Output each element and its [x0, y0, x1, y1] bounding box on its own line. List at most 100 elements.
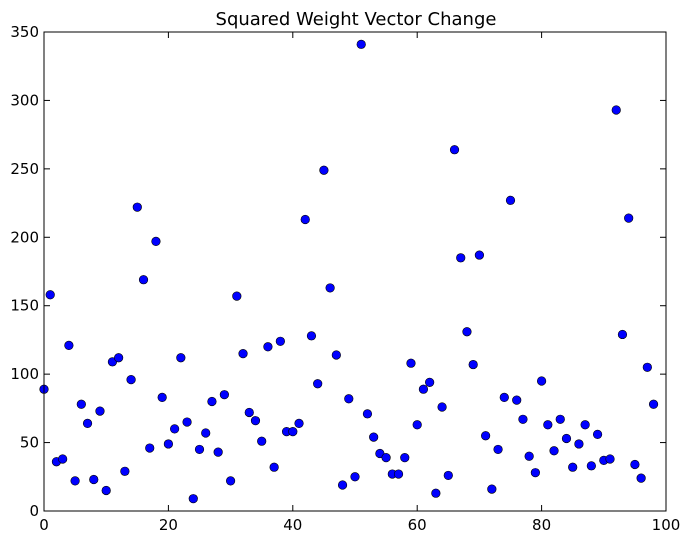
- data-point: [493, 444, 503, 455]
- data-point: [151, 236, 161, 246]
- data-point: [95, 406, 105, 416]
- data-point: [207, 396, 217, 407]
- y-tick-label: 50: [20, 434, 39, 452]
- data-point: [574, 439, 584, 449]
- data-point: [126, 375, 136, 385]
- data-point: [294, 418, 304, 429]
- data-point: [512, 395, 522, 405]
- data-point: [337, 480, 348, 490]
- data-point: [630, 459, 640, 470]
- data-point: [487, 484, 497, 494]
- data-point: [561, 433, 572, 444]
- data-point: [518, 414, 528, 424]
- data-point: [82, 418, 93, 429]
- data-point: [617, 329, 628, 340]
- data-point: [219, 390, 229, 400]
- tick-labels: 0 20 40 60 80 100 0 50 100 150 200 250 300 350: [10, 23, 680, 534]
- data-point: [138, 275, 149, 285]
- data-point: [45, 290, 55, 300]
- x-tick-label: 100: [652, 516, 681, 534]
- data-point: [505, 195, 516, 205]
- data-points: [39, 39, 659, 504]
- data-point: [288, 427, 298, 437]
- data-point: [499, 392, 509, 403]
- data-point: [592, 429, 603, 439]
- data-point: [456, 253, 466, 263]
- data-point: [176, 353, 186, 363]
- data-point: [170, 424, 180, 434]
- data-point: [425, 377, 435, 387]
- chart-title: Squared Weight Vector Change: [216, 9, 497, 30]
- data-point: [530, 468, 540, 478]
- data-point: [481, 431, 491, 441]
- data-point: [605, 454, 615, 464]
- x-tick-label: 60: [408, 516, 427, 534]
- data-point: [362, 409, 373, 419]
- axis-ticks: [43, 31, 667, 512]
- data-point: [163, 439, 173, 449]
- data-point: [188, 494, 198, 504]
- data-point: [611, 105, 621, 115]
- data-point: [226, 476, 236, 486]
- data-point: [194, 444, 205, 455]
- data-point: [586, 461, 596, 471]
- data-point: [468, 359, 478, 370]
- data-point: [213, 447, 223, 457]
- x-tick-label: 80: [532, 516, 551, 534]
- data-point: [474, 250, 485, 260]
- x-tick-label: 0: [39, 516, 49, 534]
- x-tick-label: 40: [283, 516, 302, 534]
- data-point: [400, 453, 410, 463]
- data-point: [642, 362, 652, 372]
- data-point: [70, 476, 80, 486]
- data-point: [344, 394, 354, 404]
- data-point: [120, 466, 130, 476]
- data-point: [182, 417, 192, 427]
- data-point: [549, 446, 559, 456]
- data-point: [250, 416, 261, 426]
- data-point: [406, 358, 416, 368]
- data-point: [331, 350, 341, 360]
- data-point: [381, 453, 391, 463]
- data-point: [393, 469, 404, 479]
- data-point: [257, 436, 267, 446]
- y-tick-label: 300: [10, 91, 39, 109]
- data-point: [145, 443, 155, 453]
- y-tick-label: 200: [10, 228, 39, 246]
- data-point: [431, 488, 441, 498]
- data-point: [101, 485, 111, 496]
- data-point: [543, 420, 553, 430]
- data-point: [462, 327, 472, 337]
- data-point: [238, 349, 248, 359]
- y-tick-label: 250: [10, 160, 39, 178]
- data-point: [114, 353, 124, 363]
- data-point: [244, 407, 254, 418]
- data-point: [418, 384, 429, 394]
- data-point: [568, 462, 578, 472]
- data-point: [58, 454, 68, 464]
- data-point: [313, 379, 323, 389]
- data-point: [536, 376, 547, 386]
- data-point: [369, 432, 379, 442]
- data-point: [232, 291, 242, 301]
- y-tick-label: 150: [10, 297, 39, 315]
- y-tick-label: 350: [10, 23, 39, 41]
- data-point: [412, 420, 422, 430]
- data-point: [300, 214, 310, 225]
- data-point: [201, 428, 211, 438]
- data-point: [624, 213, 634, 223]
- data-point: [648, 399, 659, 409]
- data-point: [89, 474, 99, 485]
- data-point: [263, 342, 273, 352]
- data-point: [269, 462, 279, 472]
- data-point: [580, 420, 590, 430]
- data-point: [132, 202, 142, 212]
- data-point: [350, 472, 360, 482]
- plot-frame: [43, 31, 667, 512]
- data-point: [356, 39, 366, 49]
- data-point: [319, 165, 329, 175]
- data-point: [443, 470, 453, 481]
- data-point: [157, 392, 167, 403]
- data-point: [76, 399, 86, 409]
